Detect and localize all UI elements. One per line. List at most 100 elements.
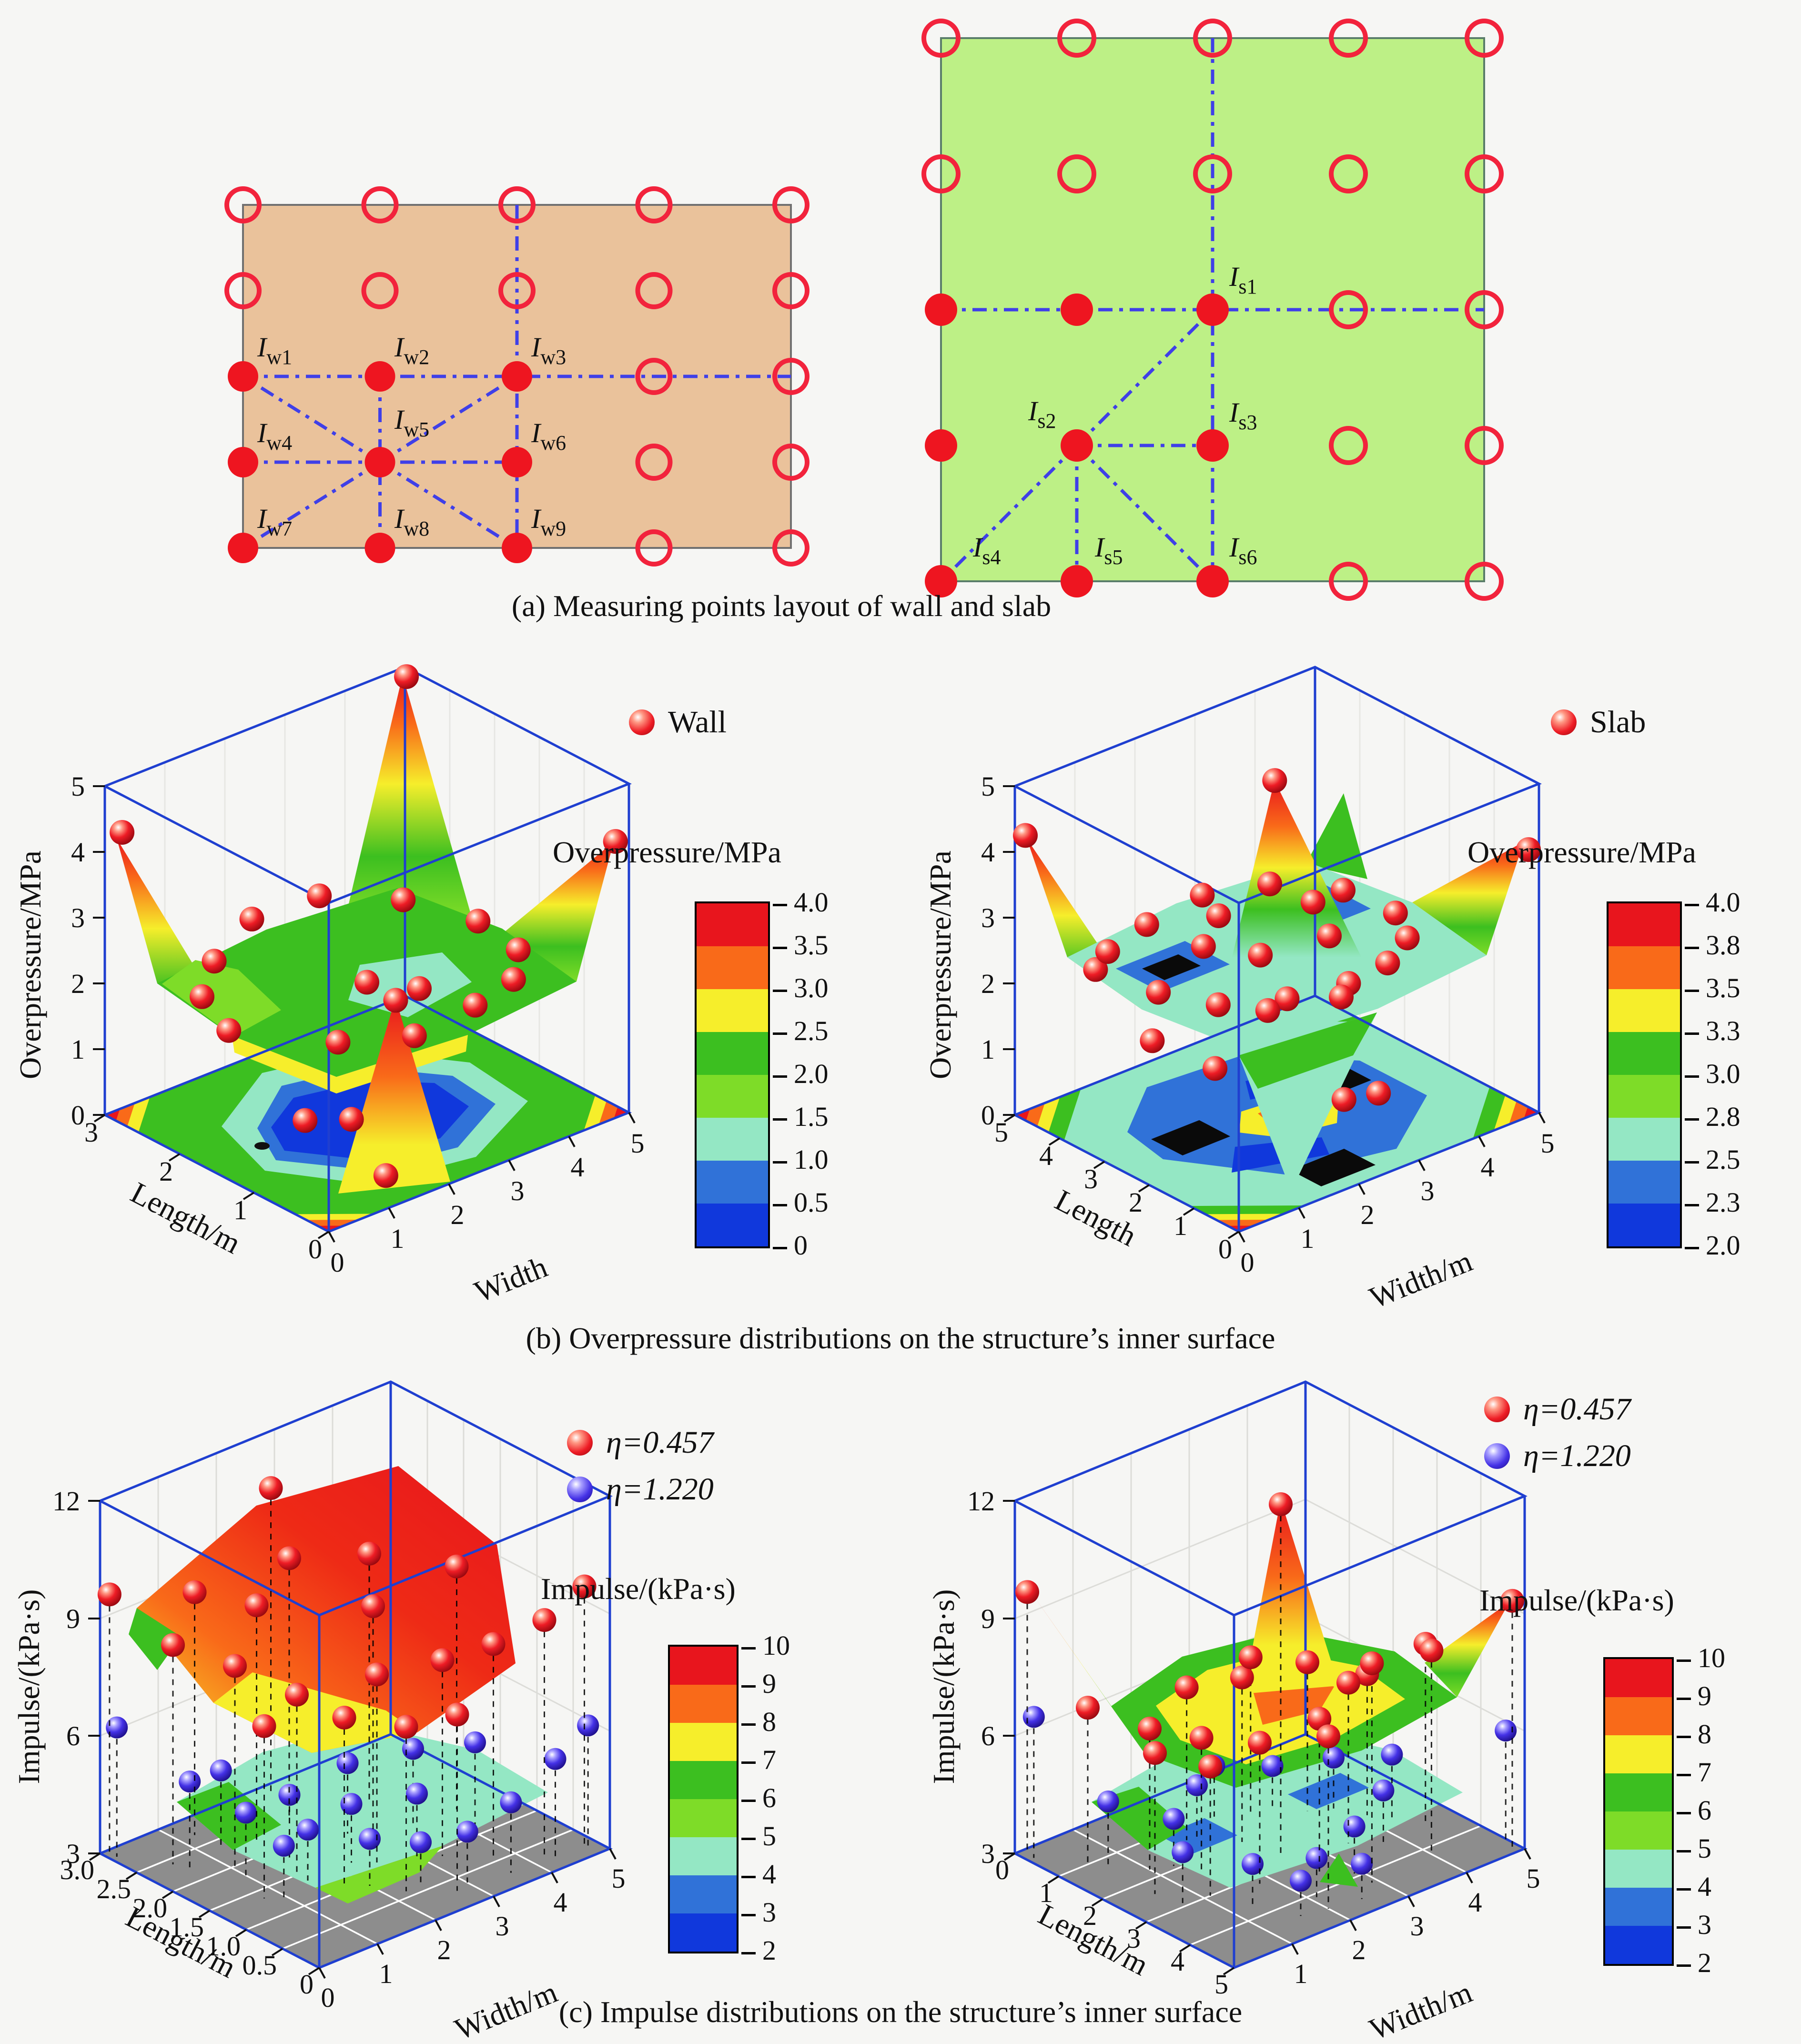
tick-label: 1 <box>71 1034 85 1065</box>
data-point-sphere <box>383 988 408 1013</box>
point-label: Is4 <box>972 532 1001 569</box>
data-point-sphere <box>1316 1724 1340 1749</box>
colorbar-wall-impulse <box>668 1645 739 1953</box>
corner-spikes <box>1030 1500 1509 1754</box>
data-point-sphere <box>285 1682 309 1707</box>
point-label: Iw1 <box>257 332 292 369</box>
tick-label: 12 <box>52 1486 80 1517</box>
tick-label: 12 <box>967 1486 995 1517</box>
data-point-sphere <box>1248 1730 1272 1755</box>
legend-label: η=0.457 <box>1523 1392 1631 1427</box>
slab-hollow-points <box>921 19 1504 601</box>
wall-overpressure-plot: 0 1 2 3 4 5 3 2 1 0 0 1 2 3 4 5 Overpres… <box>13 664 645 1309</box>
wall-impulse-plot: 3 6 9 12 0 0.5 1.0 1.5 2.0 2.5 3.0 0 1 2… <box>12 1380 626 2044</box>
colorbar-tick: 2 <box>1677 1947 1711 1979</box>
data-point-sphere <box>1269 1492 1293 1517</box>
slab-dash-lines <box>940 38 1484 583</box>
tick-label: 0 <box>995 1854 1009 1885</box>
point-label: Iw4 <box>257 417 292 455</box>
colorbar-tick: 9 <box>1677 1680 1711 1712</box>
colorbar-slab-overpressure <box>1607 901 1682 1248</box>
colorbar-tick: 2 <box>741 1934 776 1966</box>
data-point-sphere <box>1336 1670 1360 1695</box>
colorbar-tick: 2.0 <box>773 1058 829 1090</box>
data-point-sphere <box>340 1793 363 1815</box>
colorbar-tick: 3 <box>1677 1909 1711 1941</box>
data-point-sphere <box>161 1633 185 1657</box>
legend-wall: Wall <box>629 704 727 740</box>
data-point-sphere <box>210 1759 232 1781</box>
data-point-sphere <box>179 1771 201 1793</box>
point-label: Iw3 <box>531 332 566 369</box>
data-point-sphere <box>277 1546 301 1570</box>
tick-label: 3 <box>84 1117 98 1148</box>
data-point-sphere <box>1300 890 1325 915</box>
z-tick-labels: 0 1 2 3 4 5 <box>981 771 995 1131</box>
data-point-sphere <box>1206 903 1231 928</box>
tick-label: 0.5 <box>243 1950 277 1981</box>
colorbar-tick: 1.5 <box>773 1101 829 1133</box>
z-axis-label: Impulse/(kPa·s) <box>927 1589 961 1784</box>
data-point-sphere <box>1323 1746 1345 1769</box>
tick-label: 2 <box>1083 1900 1097 1931</box>
data-point-sphere <box>391 887 416 912</box>
point-label: Is3 <box>1229 397 1257 434</box>
data-point-sphere <box>1191 934 1216 959</box>
colorbar-tick: 6 <box>1677 1794 1711 1826</box>
data-point-sphere <box>357 1541 381 1566</box>
colorbar-tick: 3.5 <box>1685 972 1740 1004</box>
tick-label: 2 <box>451 1199 465 1230</box>
data-point-sphere <box>1138 1717 1162 1741</box>
data-point-sphere <box>1134 912 1159 937</box>
tick-label: 5 <box>981 771 995 802</box>
data-point-sphere <box>1143 1741 1167 1765</box>
x-tick-labels: 0 1 2 3 4 5 <box>1241 1128 1555 1278</box>
colorbar-tick: 2.5 <box>773 1015 829 1047</box>
tick-label: 3 <box>981 1838 995 1869</box>
data-point-sphere <box>1290 1870 1312 1892</box>
tick-label: 3 <box>1084 1164 1098 1194</box>
point-label: Iw5 <box>394 404 429 441</box>
tick-label: 2 <box>981 968 995 999</box>
point-label: Iw2 <box>394 332 429 369</box>
tick-label: 2.0 <box>133 1892 168 1923</box>
caption-panel-b: (b) Overpressure distributions on the st… <box>526 1321 1275 1355</box>
data-point-sphere <box>1076 1696 1100 1720</box>
data-point-sphere <box>1372 1779 1395 1801</box>
upper-surface <box>129 1466 516 1753</box>
data-point-sphere <box>1015 1580 1039 1604</box>
point-label: Is6 <box>1229 532 1257 569</box>
tick-label: 4 <box>571 1152 585 1183</box>
data-point-sphere <box>1238 1645 1263 1670</box>
data-point-sphere <box>410 1831 432 1853</box>
lower-surface <box>177 1724 548 1903</box>
colorbar-tick: 0 <box>773 1229 808 1261</box>
tick-label: 4 <box>1171 1946 1184 1977</box>
legend-label: η=0.457 <box>606 1425 714 1460</box>
y-tick-labels: 0 1 2 3 4 5 <box>995 1854 1228 2000</box>
data-point-sphere <box>445 1702 469 1727</box>
z-tick-labels: 3 6 9 12 <box>52 1486 80 1869</box>
data-point-sphere <box>202 949 227 974</box>
wall-marker-icon <box>629 709 655 735</box>
colorbar-tick: 6 <box>741 1782 776 1814</box>
colorbar-tick: 2.3 <box>1685 1186 1740 1218</box>
colorbar-tick: 3.8 <box>1685 929 1740 961</box>
center-spike <box>338 998 450 1194</box>
data-point-sphere <box>339 1107 364 1132</box>
tick-label: 4 <box>1481 1152 1495 1183</box>
x-axis-label: Width/m <box>1365 1244 1477 1315</box>
x-axis-label: Width <box>470 1250 552 1309</box>
data-point-sphere <box>1500 1589 1524 1613</box>
data-point-sphere <box>182 1580 207 1604</box>
data-point-sphere <box>1262 768 1287 793</box>
data-point-sphere <box>456 1821 478 1843</box>
tick-label: 0 <box>1218 1234 1232 1265</box>
data-point-sphere <box>1331 878 1356 903</box>
tick-label: 1 <box>391 1223 405 1254</box>
colorbar-tick: 8 <box>1677 1718 1711 1750</box>
data-point-sphere <box>336 1752 359 1774</box>
colorbar-title-slab-overpressure: Overpressure/MPa <box>1467 835 1696 869</box>
data-point-sphere <box>1140 1028 1165 1053</box>
data-point-sphere <box>1395 925 1420 951</box>
